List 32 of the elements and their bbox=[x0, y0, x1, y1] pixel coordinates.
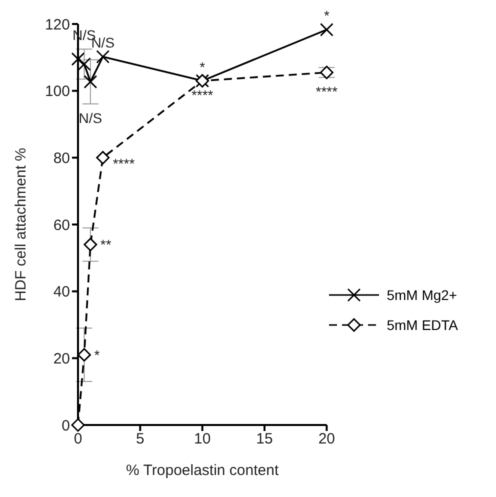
y-axis-title: HDF cell attachment % bbox=[12, 148, 30, 302]
point bbox=[84, 75, 98, 89]
x-tick-label: 5 bbox=[136, 430, 144, 448]
annotation: **** bbox=[191, 86, 214, 103]
annotation: **** bbox=[316, 83, 338, 100]
legend-label: 5mM EDTA bbox=[386, 317, 458, 333]
annotation: N/S bbox=[78, 110, 102, 126]
x-axis-title: % Tropoelastin content bbox=[126, 462, 280, 479]
point bbox=[84, 238, 98, 252]
point bbox=[77, 348, 91, 362]
x-tick-label: 15 bbox=[256, 430, 273, 448]
y-tick-label: 120 bbox=[44, 16, 70, 34]
x-tick-label: 10 bbox=[194, 430, 211, 448]
y-tick-label: 40 bbox=[53, 284, 70, 301]
point bbox=[320, 22, 334, 36]
x-tick-label: 0 bbox=[74, 430, 82, 448]
y-tick-label: 0 bbox=[62, 417, 70, 434]
y-tick-label: 20 bbox=[53, 350, 70, 368]
y-tick-label: 100 bbox=[44, 83, 70, 100]
point bbox=[71, 52, 85, 66]
annotation: * bbox=[324, 8, 330, 24]
annotation: **** bbox=[112, 156, 136, 172]
annotation: * bbox=[200, 58, 206, 75]
annotation: * bbox=[94, 346, 100, 363]
point bbox=[96, 150, 110, 164]
x-tick-label: 20 bbox=[318, 430, 336, 448]
y-tick-label: 60 bbox=[53, 216, 70, 234]
point bbox=[96, 50, 110, 64]
legend-label: 5mM Mg2+ bbox=[386, 287, 458, 303]
annotation: ** bbox=[100, 236, 112, 253]
point bbox=[71, 418, 85, 432]
y-tick-label: 80 bbox=[53, 150, 70, 167]
